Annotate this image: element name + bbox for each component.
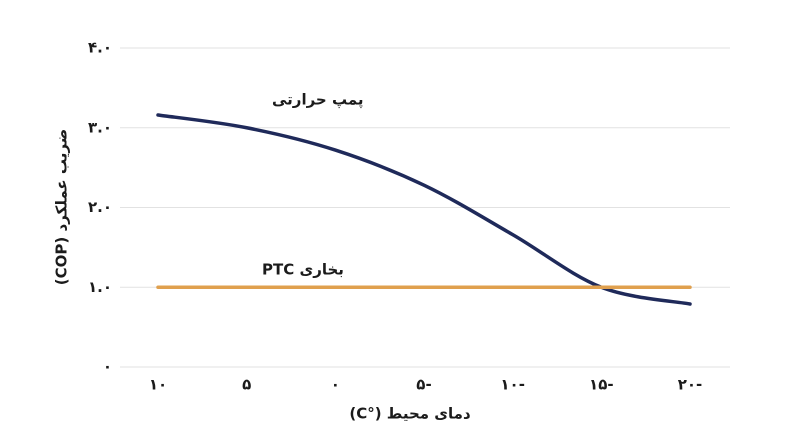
x-axis-label: دمای محیط (°C) [349,405,471,423]
y-tick-label: ۰ [103,358,112,376]
y-axis-label: ضریب عملکرد (COP) [53,129,71,285]
x-tick-label: ۰ [331,376,340,394]
x-tick-label: ۵ [242,376,251,394]
y-tick-label: ۲.۰ [88,198,112,216]
series-label: پمپ حرارتی [272,91,364,110]
y-tick-label: ۳.۰ [88,118,112,136]
x-tick-label: ۱۵- [589,376,614,394]
x-tick-label: ۵- [416,376,431,394]
y-tick-label: ۴.۰ [88,39,112,57]
series-label: بخاری PTC [262,261,344,279]
x-tick-label: ۱۰ [149,376,167,394]
x-tick-label: ۱۰- [500,376,525,394]
y-tick-label: ۱.۰ [88,278,112,296]
x-tick-label: ۲۰- [678,376,703,394]
line [156,113,692,306]
